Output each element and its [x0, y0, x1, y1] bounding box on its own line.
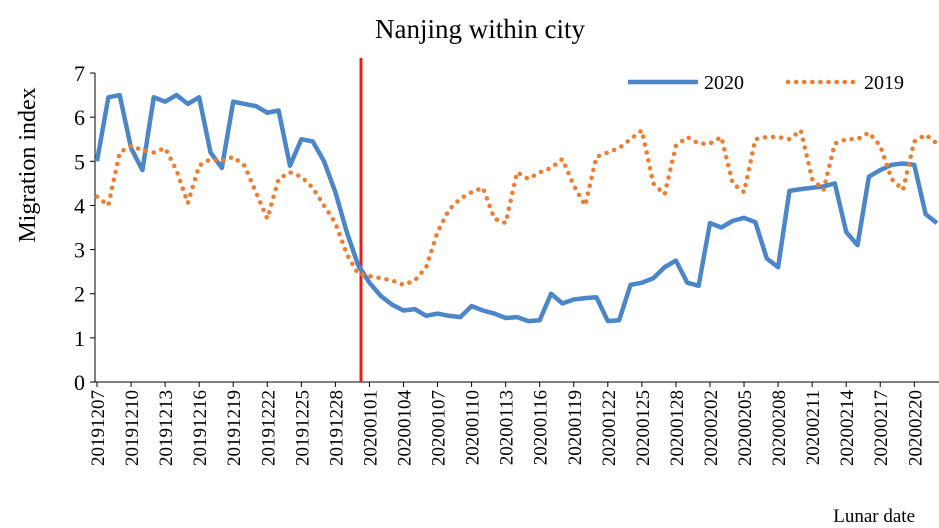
x-tick-label: 20200101 — [360, 390, 381, 466]
y-tick-label: 3 — [74, 238, 85, 263]
x-tick-label: 20191225 — [292, 390, 313, 466]
x-tick-label: 20200125 — [633, 390, 654, 466]
x-tick-label: 20200113 — [497, 390, 518, 465]
series-line — [94, 128, 939, 288]
x-tick-label: 20200116 — [531, 390, 552, 465]
y-axis-title: Migration index — [15, 87, 41, 242]
x-tick-label: 20200217 — [871, 390, 892, 466]
y-tick-label: 6 — [74, 105, 85, 130]
x-tick-label: 20200208 — [769, 390, 790, 466]
y-tick-label: 4 — [74, 193, 85, 218]
series-line — [94, 92, 939, 324]
y-tick-label: 7 — [74, 61, 85, 86]
x-tick-label: 20191222 — [258, 390, 279, 466]
x-tick-label: 20191210 — [122, 390, 143, 466]
x-tick-label: 20191207 — [88, 390, 109, 466]
x-tick-label: 20200128 — [667, 390, 688, 466]
x-tick-label: 20200119 — [565, 390, 586, 465]
x-tick-label: 20191219 — [224, 390, 245, 466]
y-tick-label: 0 — [74, 370, 85, 395]
x-tick-label: 20200220 — [905, 390, 926, 466]
x-tick-label: 20200202 — [701, 390, 722, 466]
legend-label: 2019 — [864, 72, 904, 94]
x-tick-label: 20200110 — [463, 390, 484, 465]
y-tick-label: 1 — [74, 326, 85, 351]
y-tick-label: 2 — [74, 282, 85, 307]
x-tick-label: 20191216 — [190, 390, 211, 466]
y-tick-label: 5 — [74, 149, 85, 174]
x-tick-label: 20200107 — [429, 390, 450, 466]
x-axis-title: Lunar date — [833, 506, 915, 527]
chart-title: Nanjing within city — [375, 14, 585, 44]
x-tick-label: 20200214 — [837, 390, 858, 467]
x-tick-label: 20200104 — [394, 390, 415, 467]
x-tick-label: 20200211 — [803, 390, 824, 465]
legend-label: 2020 — [704, 72, 744, 94]
x-tick-label: 20200122 — [599, 390, 620, 466]
x-tick-label: 20191228 — [326, 390, 347, 466]
x-tick-label: 20200205 — [735, 390, 756, 466]
x-tick-label: 20191213 — [156, 390, 177, 466]
